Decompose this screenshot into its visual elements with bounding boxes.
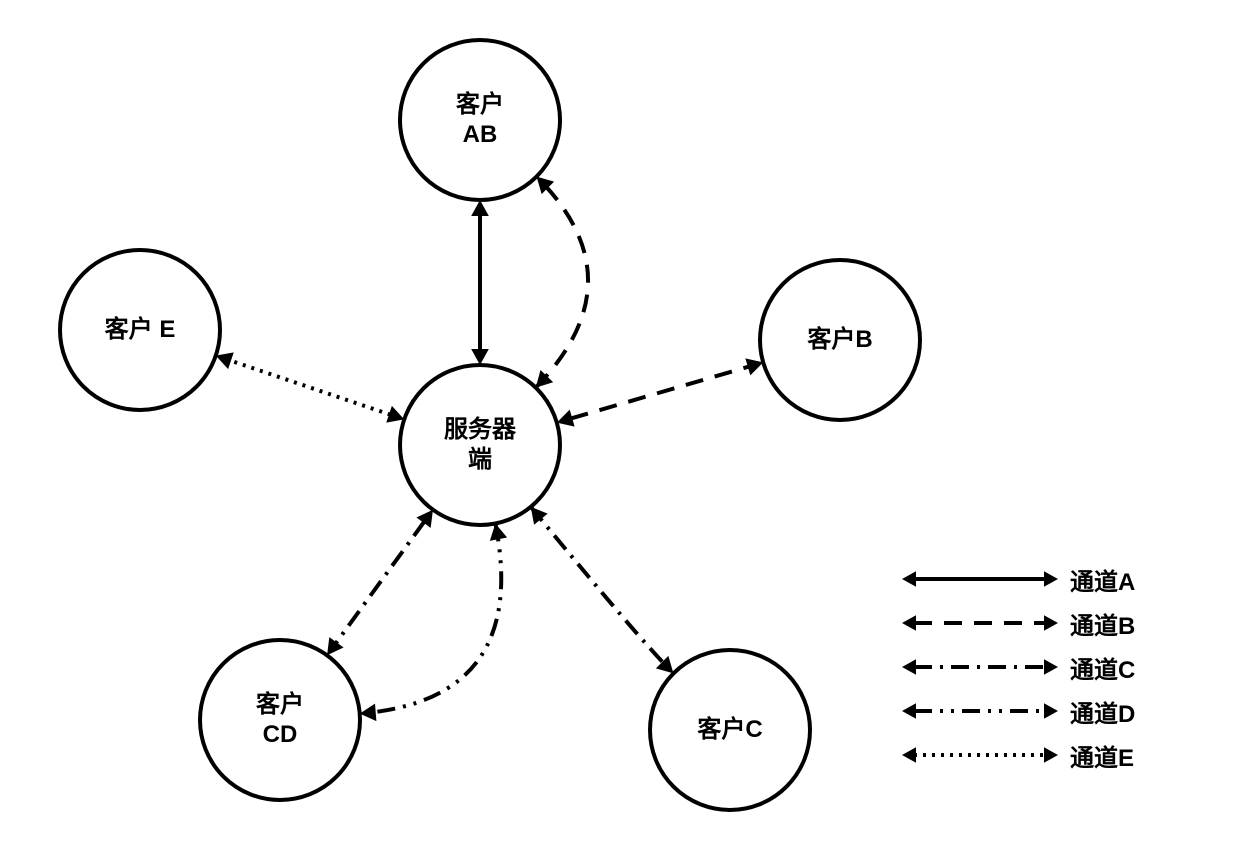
legend: 通道A 通道B 通道C 通道D 通道E bbox=[900, 560, 1135, 780]
legend-line-e bbox=[900, 743, 1060, 767]
legend-line-c bbox=[900, 655, 1060, 679]
legend-line-a bbox=[900, 567, 1060, 591]
node-label-e: 客户 E bbox=[105, 315, 176, 345]
legend-row-b: 通道B bbox=[900, 604, 1135, 642]
node-label-cd: 客户 CD bbox=[256, 690, 304, 750]
legend-label-d: 通道D bbox=[1070, 694, 1135, 729]
diagram-canvas: { "diagram": { "type": "network", "backg… bbox=[0, 0, 1240, 864]
node-label-c: 客户C bbox=[697, 715, 762, 745]
legend-label-b: 通道B bbox=[1070, 606, 1135, 641]
legend-row-c: 通道C bbox=[900, 648, 1135, 686]
legend-line-b bbox=[900, 611, 1060, 635]
legend-label-c: 通道C bbox=[1070, 650, 1135, 685]
legend-line-d bbox=[900, 699, 1060, 723]
node-label-server: 服务器 端 bbox=[444, 415, 516, 475]
node-label-ab: 客户 AB bbox=[456, 90, 504, 150]
legend-row-a: 通道A bbox=[900, 560, 1135, 598]
legend-label-e: 通道E bbox=[1070, 738, 1134, 773]
node-label-b: 客户B bbox=[807, 325, 872, 355]
legend-label-a: 通道A bbox=[1070, 562, 1135, 597]
legend-row-d: 通道D bbox=[900, 692, 1135, 730]
legend-row-e: 通道E bbox=[900, 736, 1135, 774]
